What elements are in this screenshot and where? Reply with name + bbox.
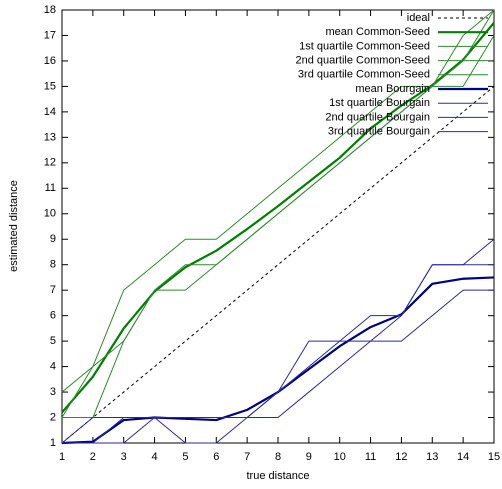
series-line [62, 264, 494, 444]
x-tick-label: 15 [488, 451, 500, 463]
y-tick-label: 16 [44, 55, 56, 67]
series-line [61, 238, 495, 444]
legend-label: 2nd quartile Bourgain [325, 111, 430, 123]
y-tick-label: 14 [44, 106, 56, 118]
series-line [62, 289, 494, 444]
x-tick-label: 13 [426, 451, 438, 463]
legend-label: ideal [407, 12, 430, 24]
legend-label: 1st quartile Common-Seed [299, 40, 430, 52]
legend-label: 2nd quartile Common-Seed [295, 55, 430, 67]
x-tick-label: 4 [152, 451, 158, 463]
x-tick-label: 2 [90, 451, 96, 463]
y-tick-label: 18 [44, 4, 56, 16]
series-line [61, 9, 495, 393]
series-line [61, 22, 495, 414]
y-tick-label: 1 [50, 437, 56, 449]
y-tick-label: 10 [44, 208, 56, 220]
x-tick-label: 6 [213, 451, 219, 463]
x-tick-label: 1 [59, 451, 65, 463]
y-tick-label: 4 [50, 360, 56, 372]
x-tick-label: 5 [182, 451, 188, 463]
legend-label: 3rd quartile Common-Seed [298, 69, 430, 81]
y-tick-label: 2 [50, 411, 56, 423]
legend-label: 1st quartile Bourgain [329, 97, 430, 109]
plot-frame [61, 9, 495, 444]
y-tick-label: 8 [50, 259, 56, 271]
x-tick-label: 8 [275, 451, 281, 463]
legend-label: 3rd quartile Bourgain [328, 126, 430, 138]
x-tick-label: 9 [306, 451, 312, 463]
x-tick-label: 11 [365, 451, 376, 463]
y-tick-label: 11 [45, 182, 56, 194]
y-tick-label: 17 [44, 29, 56, 41]
y-tick-label: 13 [44, 131, 56, 143]
x-tick-label: 7 [244, 451, 250, 463]
x-tick-label: 10 [334, 451, 346, 463]
y-tick-label: 5 [50, 335, 56, 347]
series-line [61, 9, 495, 418]
y-tick-label: 9 [50, 233, 56, 245]
y-tick-label: 3 [50, 386, 56, 398]
series-line [61, 276, 495, 445]
legend-label: mean Bourgain [355, 83, 430, 95]
x-tick-label: 12 [395, 451, 407, 463]
x-tick-label: 14 [457, 451, 469, 463]
x-tick-label: 3 [121, 451, 127, 463]
y-axis-label: estimated distance [8, 180, 20, 272]
legend-label: mean Common-Seed [325, 26, 430, 38]
series-line [61, 86, 495, 444]
x-axis-label: true distance [247, 470, 310, 482]
y-tick-label: 7 [50, 284, 56, 296]
y-tick-label: 6 [50, 310, 56, 322]
y-tick-label: 15 [44, 80, 56, 92]
y-tick-label: 12 [44, 157, 56, 169]
